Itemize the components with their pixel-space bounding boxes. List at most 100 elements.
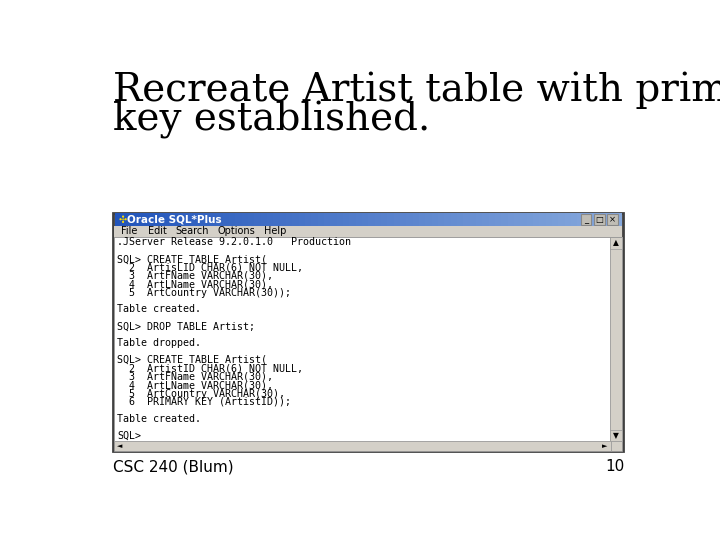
Bar (229, 213, 235, 226)
Text: _: _ (584, 215, 588, 224)
Bar (311, 213, 318, 226)
Bar (482, 213, 489, 226)
Text: 4  ArtLName VARCHAR(30),: 4 ArtLName VARCHAR(30), (117, 380, 273, 390)
Bar (299, 213, 305, 226)
Bar (451, 213, 457, 226)
Bar (261, 213, 267, 226)
Text: File: File (121, 226, 138, 236)
Text: 5  ArtCountry VARCHAR(30),: 5 ArtCountry VARCHAR(30), (117, 389, 285, 399)
Bar (127, 213, 134, 226)
Bar (521, 213, 526, 226)
Text: Table created.: Table created. (117, 414, 201, 424)
FancyBboxPatch shape (114, 226, 622, 237)
Text: ▼: ▼ (613, 431, 618, 440)
Bar (279, 213, 286, 226)
Bar (406, 213, 413, 226)
Bar (172, 213, 178, 226)
Bar (571, 213, 577, 226)
Text: ▲: ▲ (613, 238, 618, 247)
Bar (539, 213, 546, 226)
Text: SQL>: SQL> (117, 430, 141, 441)
Bar (469, 213, 476, 226)
Text: □: □ (595, 215, 603, 224)
Bar (204, 213, 210, 226)
Bar (248, 213, 254, 226)
Text: ✣: ✣ (119, 214, 127, 225)
FancyBboxPatch shape (114, 237, 610, 441)
Bar (616, 213, 621, 226)
Bar (114, 213, 121, 226)
Bar (533, 213, 539, 226)
Bar (267, 213, 273, 226)
Text: SQL> CREATE TABLE Artist(: SQL> CREATE TABLE Artist( (117, 355, 267, 365)
Bar (419, 213, 426, 226)
Bar (336, 213, 343, 226)
Text: Recreate Artist table with primary: Recreate Artist table with primary (113, 72, 720, 111)
Text: ◄: ◄ (117, 443, 122, 449)
Bar (241, 213, 248, 226)
Text: Edit: Edit (148, 226, 167, 236)
Bar (343, 213, 349, 226)
Text: 6  PRIMARY KEY (ArtistID));: 6 PRIMARY KEY (ArtistID)); (117, 397, 291, 407)
Bar (286, 213, 292, 226)
Bar (489, 213, 495, 226)
Bar (254, 213, 261, 226)
Bar (381, 213, 387, 226)
Bar (292, 213, 299, 226)
Bar (191, 213, 197, 226)
Text: Oracle SQL*Plus: Oracle SQL*Plus (127, 214, 222, 225)
Bar (210, 213, 216, 226)
Text: CSC 240 (Blum): CSC 240 (Blum) (113, 460, 234, 475)
Text: Options: Options (218, 226, 256, 236)
Bar (584, 213, 590, 226)
Bar (216, 213, 222, 226)
Bar (552, 213, 558, 226)
Bar (603, 213, 609, 226)
Bar (159, 213, 166, 226)
FancyBboxPatch shape (610, 430, 621, 441)
Bar (166, 213, 172, 226)
Bar (577, 213, 584, 226)
Text: 2  ArtistID CHAR(6) NOT NULL,: 2 ArtistID CHAR(6) NOT NULL, (117, 363, 303, 373)
Bar (146, 213, 153, 226)
Text: 3  ArtFName VARCHAR(30),: 3 ArtFName VARCHAR(30), (117, 372, 273, 382)
Text: ×: × (609, 215, 616, 224)
Bar (387, 213, 394, 226)
Bar (197, 213, 204, 226)
Bar (222, 213, 229, 226)
FancyBboxPatch shape (113, 213, 624, 451)
FancyBboxPatch shape (594, 214, 605, 225)
Text: key established.: key established. (113, 101, 431, 139)
Text: SQL> CREATE TABLE Artist(: SQL> CREATE TABLE Artist( (117, 254, 267, 264)
Bar (349, 213, 356, 226)
Bar (457, 213, 463, 226)
Text: Help: Help (264, 226, 287, 236)
Bar (362, 213, 368, 226)
Text: SQL> DROP TABLE Artist;: SQL> DROP TABLE Artist; (117, 321, 255, 332)
Bar (305, 213, 311, 226)
Bar (546, 213, 552, 226)
Bar (413, 213, 419, 226)
Text: 2  ArtisLID CHAR(6) NOT NULL,: 2 ArtisLID CHAR(6) NOT NULL, (117, 262, 303, 273)
Text: ►: ► (602, 443, 607, 449)
FancyBboxPatch shape (114, 441, 611, 450)
Bar (330, 213, 336, 226)
Bar (495, 213, 501, 226)
Text: 5  ArtCountry VARCHAR(30));: 5 ArtCountry VARCHAR(30)); (117, 288, 291, 298)
Text: Search: Search (175, 226, 209, 236)
Text: Table dropped.: Table dropped. (117, 338, 201, 348)
Bar (463, 213, 469, 226)
Bar (526, 213, 533, 226)
FancyBboxPatch shape (611, 441, 622, 450)
Bar (426, 213, 431, 226)
FancyBboxPatch shape (610, 237, 621, 441)
Bar (273, 213, 279, 226)
Bar (609, 213, 616, 226)
Text: 4  ArtLName VARCHAR(30),: 4 ArtLName VARCHAR(30), (117, 279, 273, 289)
Bar (178, 213, 184, 226)
FancyBboxPatch shape (610, 237, 621, 249)
Bar (501, 213, 508, 226)
Text: 10: 10 (606, 460, 625, 475)
Bar (514, 213, 521, 226)
Bar (564, 213, 571, 226)
